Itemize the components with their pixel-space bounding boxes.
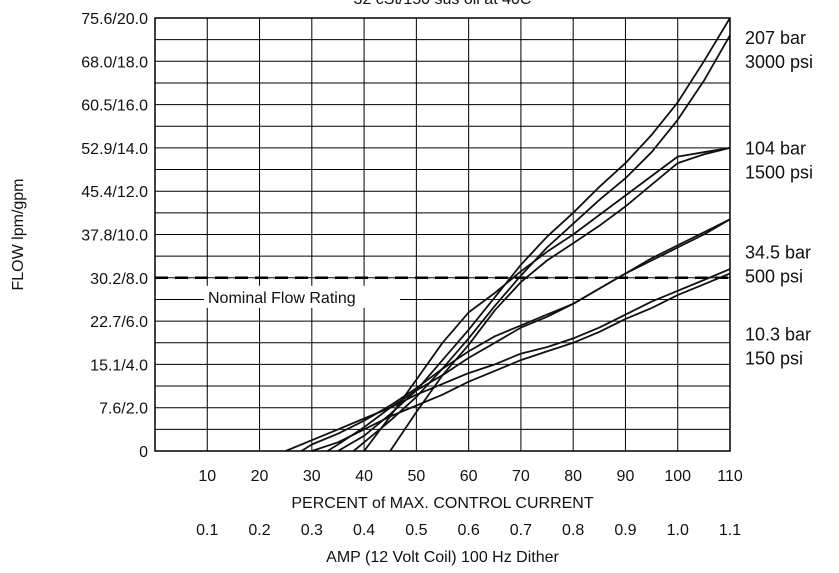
secondary-x-tick-label: 0.8 [562,522,584,539]
x-tick-label: 50 [407,468,425,485]
series-label: 500 psi [745,266,803,286]
x-tick-label: 110 [717,468,743,485]
series-label: 10.3 bar [745,325,811,345]
axes: 0 7.6/2.0 15.1/4.0 22.7/6.0 30.2/8.0 37.8/10.… [10,0,743,566]
reference-line-group: Nominal Flow Rating [155,276,730,308]
secondary-x-axis-title: AMP (12 Volt Coil) 100 Hz Dither [326,549,559,566]
y-tick-label: 30.2/8.0 [90,271,148,288]
y-tick-label: 15.1/4.0 [90,357,148,374]
nominal-flow-rating-label-background [204,285,400,308]
y-tick-label: 75.6/20.0 [81,11,148,28]
series-label: 207 bar [745,28,806,48]
series-line [363,147,731,452]
series-label: 1500 psi [745,162,813,182]
x-tick-label: 40 [355,468,373,485]
series-line [285,268,731,452]
secondary-x-tick-label: 0.7 [510,522,532,539]
series-line [300,218,731,452]
secondary-x-tick-label: 0.9 [614,522,636,539]
nominal-flow-rating-label: Nominal Flow Rating [208,290,356,307]
chart-title: 32 cSt/150 sus oil at 40C [354,0,532,8]
series-line [337,17,731,452]
secondary-x-tick-label: 1.1 [719,522,741,539]
x-tick-label: 60 [460,468,478,485]
grid [155,17,731,452]
x-tick-label: 100 [664,468,691,485]
secondary-x-tick-label: 0.2 [248,522,270,539]
y-tick-label: 60.5/16.0 [81,98,148,115]
secondary-x-tick-label: 0.3 [301,522,323,539]
x-tick-label: 90 [617,468,635,485]
labels: 207 bar 3000 psi 104 bar 1500 psi 34.5 bar 50… [745,28,813,369]
secondary-x-tick-label: 1.0 [667,522,689,539]
y-tick-label: 37.8/10.0 [81,228,148,245]
secondary-x-tick-label: 0.1 [196,522,218,539]
series-line [327,218,731,452]
secondary-x-tick-label: 0.5 [405,522,427,539]
y-tick-label: 7.6/2.0 [99,401,148,418]
y-tick-label: 68.0/18.0 [81,54,148,71]
x-tick-label: 20 [251,468,269,485]
series-label: 150 psi [745,349,803,369]
y-tick-label: 0 [139,444,148,461]
y-tick-label: 45.4/12.0 [81,184,148,201]
y-tick-label: 52.9/14.0 [81,141,148,158]
plot-frame [154,17,731,452]
y-axis-title: FLOW lpm/gpm [10,178,27,290]
series-label: 104 bar [745,138,806,158]
series-label: 3000 psi [745,52,813,72]
series-line [311,272,731,452]
series-line [389,147,731,452]
series-group [285,17,731,452]
secondary-x-tick-label: 0.4 [353,522,375,539]
x-tick-label: 80 [564,468,582,485]
secondary-x-tick-label: 0.6 [458,522,480,539]
x-axis-title: PERCENT of MAX. CONTROL CURRENT [291,495,593,512]
series-label: 34.5 bar [745,242,811,262]
y-tick-label: 22.7/6.0 [90,314,148,331]
x-tick-label: 10 [198,468,216,485]
x-tick-label: 30 [303,468,321,485]
x-tick-label: 70 [512,468,530,485]
